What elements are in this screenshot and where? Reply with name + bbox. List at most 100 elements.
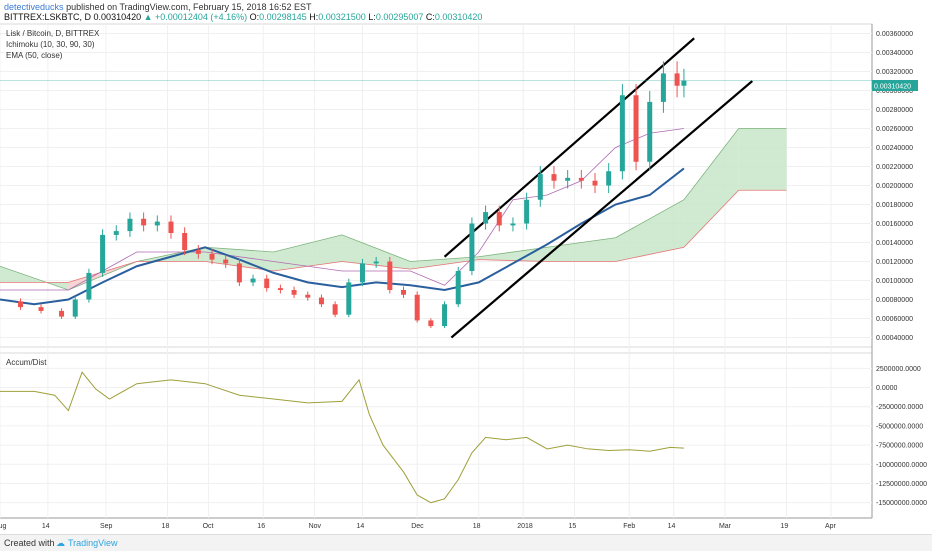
candle-body [127,218,133,232]
time-tick-label: 19 [781,523,789,530]
time-tick-label: Nov [309,523,322,530]
adl-tick-label: -10000000.0000 [876,462,927,469]
candle-body [565,177,571,181]
price-tick-label: 0.00120000 [876,259,913,266]
cloud-icon: ☁ [56,538,65,548]
price-tick-label: 0.00180000 [876,202,913,209]
published-text: published on TradingView.com, February 1… [66,2,312,12]
price-tick-label: 0.00100000 [876,278,913,285]
candle-body [277,288,283,290]
adl-tick-label: -12500000.0000 [876,481,927,488]
candle-body [551,174,557,181]
time-axis-ticks: Aug 14 Sep 18 Oct 16 Nov 14 Dec 18 2018 15 Feb 14 Mar 1… [0,523,837,530]
time-tick-label: 14 [42,523,50,530]
author-link[interactable]: detectiveducks [4,2,64,12]
price-tick-label: 0.00340000 [876,50,913,57]
adl-tick-label: -7500000.0000 [876,443,923,450]
price-tick-label: 0.00220000 [876,164,913,171]
time-tick-label: 15 [568,523,576,530]
cloud-segment [683,128,739,248]
adl-tick-label: -5000000.0000 [876,423,923,430]
last-price: 0.00310420 [93,12,142,22]
channel-lower-line [450,80,754,339]
adl-line [0,371,684,504]
candle-body [510,223,516,226]
candle-body [414,294,420,321]
candle-body [195,250,201,254]
candle-body [359,263,365,283]
candle-body [332,304,338,315]
candle-body [59,310,65,317]
ema-line [0,167,685,306]
legend-title: Lisk / Bitcoin, D, BITTREX [6,29,100,38]
candle-body [113,231,119,235]
time-tick-label: 16 [257,523,265,530]
candle-body [182,233,188,251]
price-tick-label: 0.00300000 [876,88,913,95]
candle-body [291,290,297,295]
cloud-segment [615,199,684,262]
candle-body [469,223,475,271]
candle-body [524,199,530,224]
candle-body [633,95,639,162]
price-change: ▲ +0.00012404 (+4.16%) [143,12,248,22]
time-tick-label: 14 [356,523,364,530]
price-tick-label: 0.00160000 [876,221,913,228]
adl-tick-label: -2500000.0000 [876,404,923,411]
candle-body [250,278,256,283]
candle-body [264,278,270,289]
candle-body [373,261,379,264]
candle-body [209,253,215,260]
legend-accum: Accum/Dist [6,358,47,367]
candle-body [674,73,680,86]
candle-body [72,299,78,317]
low-label: L: [368,12,376,22]
brand-link[interactable]: TradingView [68,538,118,548]
price-tick-label: 0.00140000 [876,240,913,247]
candles [18,61,687,329]
cloud-segment [738,128,787,191]
price-axis-ticks: 0.00360000 0.00340000 0.00320000 0.00300000… [876,31,913,342]
candle-body [428,320,434,327]
close-label: C: [425,12,435,22]
open-label: O: [249,12,260,22]
candle-body [305,294,311,298]
candle-body [18,301,24,308]
cloud-segment [547,237,616,262]
price-badge-bg [872,80,918,91]
ichimoku-cloud [0,128,787,290]
candle-body [223,259,229,264]
candle-body [619,95,625,172]
time-tick-label: Aug [0,523,7,530]
candle-body [455,271,461,305]
price-chart[interactable]: 0.00360000 0.00340000 0.00320000 0.00300000… [0,0,932,534]
candle-body [537,174,543,200]
candle-body [86,272,92,300]
cloud-segment [273,234,342,271]
cloud-segment [410,256,479,270]
time-tick-label: Oct [203,523,214,530]
cloud-segment [341,234,411,270]
candle-body [442,304,448,327]
price-tick-label: 0.00080000 [876,297,913,304]
candle-body [236,263,242,283]
time-tick-label: Sep [100,523,113,530]
legend-ichimoku: Ichimoku (10, 30, 90, 30) [6,40,95,49]
price-tick-label: 0.00060000 [876,316,913,323]
legend-ema: EMA (50, close) [6,51,63,60]
open-value: 0.00298145 [259,12,307,22]
candle-body [578,177,584,181]
candle-body [401,290,407,295]
time-tick-label: Dec [411,523,424,530]
cloud-segment [478,247,548,262]
time-tick-label: 18 [473,523,481,530]
adl-tick-label: 0.0000 [876,385,898,392]
adl-pane [0,352,873,519]
time-tick-label: Mar [719,523,732,530]
candle-body [647,101,653,162]
candle-body [681,80,687,86]
time-tick-label: 2018 [517,523,533,530]
candle-body [592,180,598,186]
candle-body [496,212,502,226]
close-value: 0.00310420 [434,12,483,22]
